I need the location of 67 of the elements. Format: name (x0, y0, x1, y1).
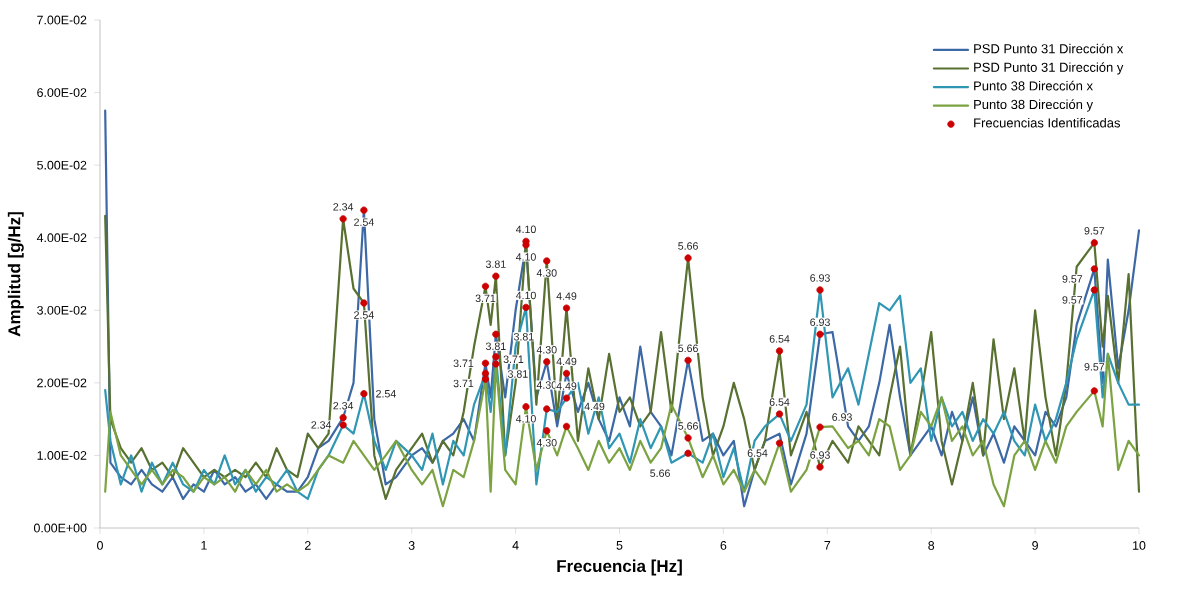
annotation: 6.93 (832, 413, 852, 421)
y-tick-label: 5.00E-02 (37, 160, 87, 170)
annotation: 9.57 (1084, 363, 1105, 371)
x-tick-label: 2 (304, 541, 311, 550)
x-tick-label: 7 (824, 541, 831, 550)
annotation: 4.10 (515, 291, 536, 300)
annotation: 6.54 (769, 335, 790, 343)
y-tick-label: 4.00E-02 (36, 233, 87, 243)
x-tick-label: 6 (720, 541, 727, 550)
annotation: 4.10 (515, 253, 536, 261)
y-tick-label: 0.00E+00 (33, 523, 87, 533)
annotation: 9.57 (1062, 275, 1083, 283)
annotation: 4.30 (536, 381, 557, 389)
annotation: 4.30 (536, 439, 557, 447)
annotation: 2.54 (376, 389, 396, 398)
legend-label: Punto 38 Dirección x (974, 80, 1093, 91)
annotation: 2.34 (311, 421, 332, 429)
x-tick-label: 5 (616, 541, 623, 550)
annotation: 4.10 (515, 225, 536, 234)
y-tick-label: 3.00E-02 (37, 305, 87, 315)
annotation: 4.30 (536, 269, 557, 277)
annotation: 4.10 (515, 415, 536, 423)
annotation: 4.49 (556, 357, 577, 366)
annotation: 3.71 (475, 294, 496, 303)
annotation: 4.49 (556, 292, 577, 300)
annotation: 5.66 (678, 422, 698, 430)
y-tick-label: 1.00E-02 (37, 451, 87, 460)
annotation: 4.30 (536, 346, 557, 354)
annotation: 2.34 (333, 401, 354, 410)
annotation: 6.54 (747, 449, 768, 457)
x-tick-label: 10 (1133, 541, 1146, 550)
y-tick-label: 6.00E-02 (37, 88, 87, 97)
annotation: 6.54 (769, 398, 790, 406)
annotation: 5.66 (650, 469, 670, 477)
annotation: 4.49 (556, 382, 577, 390)
annotation: 5.66 (678, 242, 698, 250)
x-tick-label: 9 (1032, 541, 1038, 550)
x-tick-label: 0 (97, 541, 103, 550)
x-tick-label: 1 (201, 541, 207, 550)
annotation: 3.81 (507, 370, 528, 378)
legend-label: Punto 38 Dirección y (974, 99, 1093, 112)
y-axis-title: Amplitud [g/Hz] (7, 212, 24, 337)
annotation: 3.81 (485, 342, 506, 350)
x-tick-label: 8 (928, 541, 935, 550)
x-tick-label: 3 (408, 541, 415, 550)
x-axis-title: Frecuencia [Hz] (557, 559, 682, 576)
legend-label: PSD Punto 31 Dirección y (974, 62, 1124, 75)
annotation: 3.81 (513, 332, 534, 341)
x-tick-label: 4 (512, 541, 519, 550)
annotation: 6.93 (810, 318, 830, 326)
annotation: 9.57 (1062, 296, 1083, 304)
y-tick-label: 2.00E-02 (37, 378, 87, 388)
annotation: 2.34 (333, 203, 354, 211)
annotation: 3.81 (485, 260, 506, 268)
annotation: 9.57 (1084, 227, 1105, 235)
annotation: 6.93 (810, 274, 830, 282)
annotation: 3.71 (453, 359, 474, 368)
annotation: 6.93 (810, 451, 830, 459)
annotation: 3.71 (453, 379, 474, 388)
annotation: 2.54 (354, 218, 374, 226)
annotation: 4.49 (584, 402, 605, 411)
annotation: 2.54 (354, 311, 374, 319)
annotation: 3.71 (503, 355, 524, 363)
y-tick-label: 7.00E-02 (37, 15, 87, 25)
legend-label: Frecuencias Identificadas (974, 117, 1121, 128)
annotation: 5.66 (678, 344, 698, 353)
legend-label: PSD Punto 31 Dirección x (974, 43, 1124, 54)
